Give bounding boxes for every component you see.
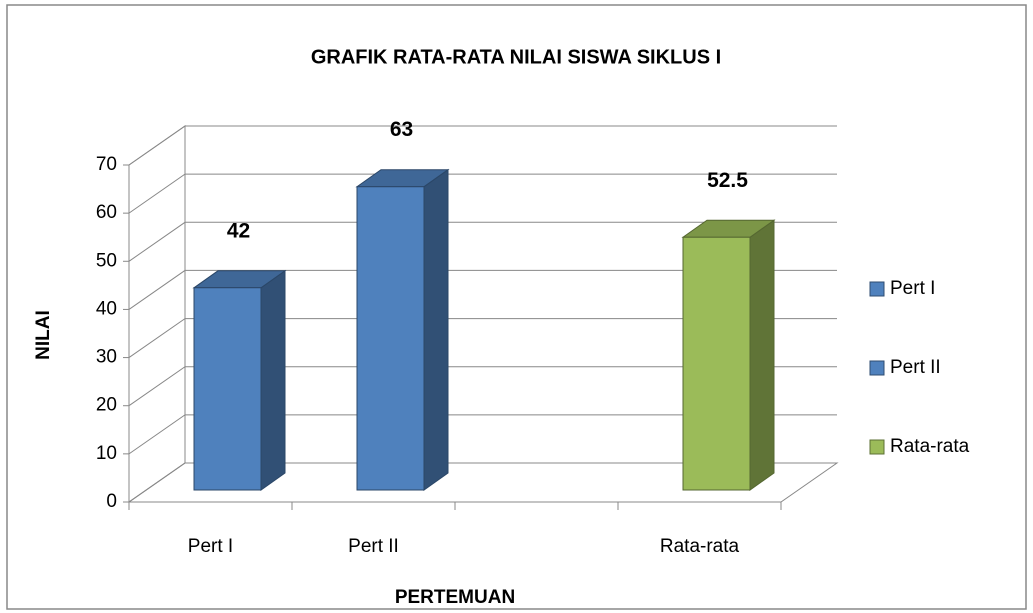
bar [681, 219, 776, 491]
x-tick-label: Rata-rata [660, 536, 740, 557]
legend-label: Rata-rata [890, 436, 970, 457]
data-label: 42 [227, 219, 250, 242]
grid-line [128, 221, 837, 262]
legend-swatch [869, 439, 885, 455]
y-tick-label: 40 [96, 298, 117, 319]
chart-title: GRAFIK RATA-RATA NILAI SISWA SIKLUS I [311, 46, 721, 68]
legend-swatch [869, 281, 885, 297]
grid-line [128, 366, 837, 407]
bar-side [423, 168, 449, 491]
bar [192, 269, 287, 491]
legend-label: Pert II [890, 357, 941, 378]
x-tick-label: Pert II [348, 536, 399, 557]
grid-line [128, 173, 837, 214]
y-tick-label: 10 [96, 443, 117, 464]
grid-line [128, 125, 837, 166]
y-tick-label: 20 [96, 395, 117, 416]
data-label: 63 [390, 118, 413, 141]
chart-border [6, 4, 1027, 610]
y-tick-label: 70 [96, 154, 117, 175]
y-tick-label: 50 [96, 250, 117, 271]
data-label: 52.5 [707, 169, 748, 192]
y-tick-label: 60 [96, 202, 117, 223]
bar-front [682, 236, 751, 491]
legend-swatch [869, 360, 885, 376]
y-tick-label: 0 [106, 491, 117, 512]
bar-front [193, 287, 262, 491]
bar-front [356, 186, 425, 491]
grid-line [128, 414, 837, 455]
bar-side [749, 219, 775, 491]
bar-side [260, 269, 286, 491]
grid-line [128, 462, 837, 503]
grid-line [128, 318, 837, 358]
x-tick-label: Pert I [188, 536, 233, 557]
y-axis-title: NILAI [33, 310, 54, 360]
y-tick-label: 30 [96, 347, 117, 368]
grid-line [128, 269, 837, 310]
bar [355, 168, 450, 491]
x-axis-title: PERTEMUAN [395, 587, 515, 608]
legend-label: Pert I [890, 278, 935, 299]
